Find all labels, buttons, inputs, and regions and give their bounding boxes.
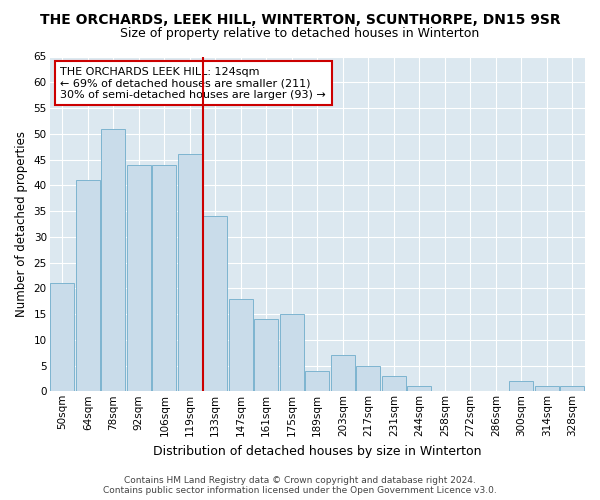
Text: Contains HM Land Registry data © Crown copyright and database right 2024.
Contai: Contains HM Land Registry data © Crown c… — [103, 476, 497, 495]
Bar — [229, 298, 253, 392]
Bar — [356, 366, 380, 392]
Bar — [50, 283, 74, 392]
Y-axis label: Number of detached properties: Number of detached properties — [15, 131, 28, 317]
X-axis label: Distribution of detached houses by size in Winterton: Distribution of detached houses by size … — [153, 444, 482, 458]
Text: THE ORCHARDS, LEEK HILL, WINTERTON, SCUNTHORPE, DN15 9SR: THE ORCHARDS, LEEK HILL, WINTERTON, SCUN… — [40, 12, 560, 26]
Text: Size of property relative to detached houses in Winterton: Size of property relative to detached ho… — [121, 28, 479, 40]
Bar — [560, 386, 584, 392]
Bar — [305, 370, 329, 392]
Bar — [101, 128, 125, 392]
Bar — [382, 376, 406, 392]
Bar — [331, 355, 355, 392]
Bar — [254, 319, 278, 392]
Bar — [203, 216, 227, 392]
Bar — [178, 154, 202, 392]
Bar — [152, 164, 176, 392]
Bar — [535, 386, 559, 392]
Bar — [127, 164, 151, 392]
Bar — [76, 180, 100, 392]
Bar — [280, 314, 304, 392]
Bar — [407, 386, 431, 392]
Text: THE ORCHARDS LEEK HILL: 124sqm
← 69% of detached houses are smaller (211)
30% of: THE ORCHARDS LEEK HILL: 124sqm ← 69% of … — [60, 66, 326, 100]
Bar — [509, 381, 533, 392]
